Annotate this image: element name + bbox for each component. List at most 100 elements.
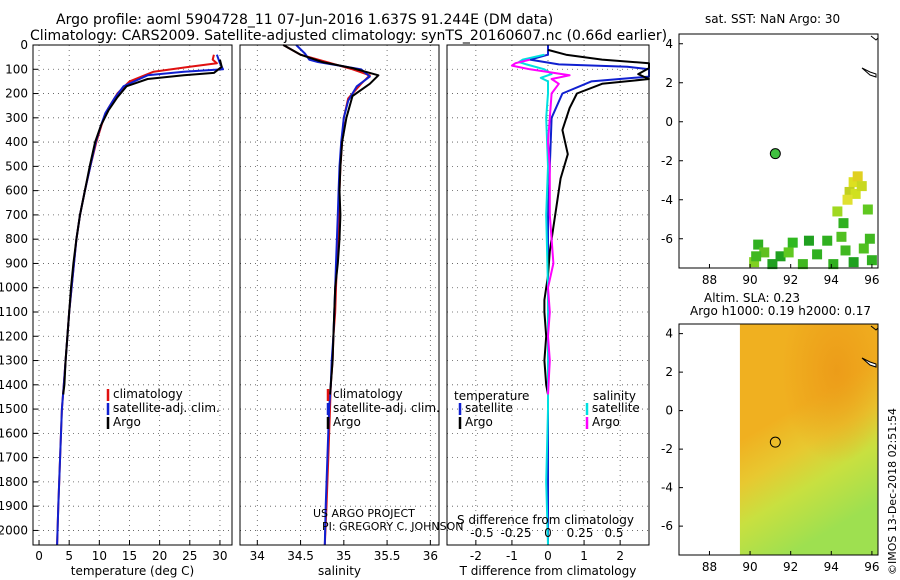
x-tick-label: 1: [580, 549, 588, 563]
sst-pixel: [783, 247, 794, 258]
panel-frame: [446, 44, 650, 546]
series-line-satellite-salinity-: [518, 53, 553, 546]
sla-map-subtitle: Argo h1000: 0.19 h2000: 0.17: [690, 304, 871, 318]
y-tick-label: 4: [665, 37, 673, 51]
x-tick-label: 94: [824, 560, 839, 574]
argo-float-marker: [769, 436, 781, 448]
y-tick-label: 2000: [0, 523, 28, 537]
y-tick-label: 1300: [0, 354, 28, 368]
sst-pixel: [787, 237, 798, 248]
top-tick-label: -0.5: [470, 526, 493, 540]
sst-pixel: [767, 259, 778, 270]
legend-title-salinity: salinity: [593, 389, 636, 403]
top-axis-label: S difference from climatology: [457, 513, 634, 527]
x-tick-label: 10: [92, 549, 107, 563]
y-tick-label: 200: [5, 87, 28, 101]
sst-pixel: [848, 177, 859, 188]
sst-pixel: [759, 247, 770, 258]
legend-label: Argo: [592, 415, 620, 429]
sst-pixel: [828, 259, 839, 270]
y-tick-label: 1000: [0, 281, 28, 295]
sla-map-title: Altim. SLA: 0.23: [704, 291, 801, 305]
x-tick-label: 88: [702, 560, 717, 574]
x-axis-label: T difference from climatology: [459, 564, 637, 578]
series-line-argo: [62, 59, 223, 395]
x-tick-label: -1: [506, 549, 518, 563]
sst-pixel: [812, 249, 823, 260]
y-tick-label: -6: [661, 232, 673, 246]
y-tick-label: -6: [661, 519, 673, 533]
y-tick-label: 300: [5, 111, 28, 125]
sst-pixel: [775, 251, 786, 262]
legend-label: satellite: [592, 401, 640, 415]
coastline: [870, 325, 879, 331]
x-tick-label: 35.5: [374, 549, 401, 563]
legend-label: climatology: [113, 387, 183, 401]
x-tick-label: 36: [423, 549, 438, 563]
sst-pixel: [797, 259, 808, 270]
sst-pixel: [751, 251, 762, 262]
x-tick-label: 92: [783, 273, 798, 287]
y-tick-label: 1500: [0, 402, 28, 416]
sst-pixel: [844, 186, 855, 197]
coastline: [861, 357, 877, 368]
project-credit-line2: PI: GREGORY C. JOHNSON: [322, 520, 463, 533]
series-line-argo-salinity-: [510, 58, 571, 395]
y-tick-label: 1200: [0, 329, 28, 343]
series-line-satellite-adj-clim-: [56, 54, 224, 546]
y-tick-label: 1400: [0, 378, 28, 392]
legend-label: Argo: [333, 415, 361, 429]
x-axis-label: temperature (deg C): [71, 564, 194, 578]
x-tick-label: 2: [616, 549, 624, 563]
panel-frame: [32, 44, 233, 546]
y-tick-label: 2: [665, 76, 673, 90]
y-tick-label: 1900: [0, 499, 28, 513]
y-tick-label: 2: [665, 365, 673, 379]
sst-map-title: sat. SST: NaN Argo: 30: [705, 12, 841, 26]
y-tick-label: 100: [5, 62, 28, 76]
sst-pixel: [838, 218, 849, 229]
sst-pixel: [852, 171, 863, 182]
y-tick-label: 1700: [0, 451, 28, 465]
y-tick-label: 0: [665, 115, 673, 129]
y-tick-label: 4: [665, 327, 673, 341]
title-line-2: Climatology: CARS2009. Satellite-adjuste…: [30, 28, 668, 44]
x-tick-label: 96: [864, 560, 879, 574]
coastline: [861, 67, 877, 78]
sst-pixel: [850, 188, 861, 199]
x-tick-label: 30: [212, 549, 227, 563]
y-tick-label: 900: [5, 256, 28, 270]
sst-pixel: [836, 231, 847, 242]
map-frame: [678, 323, 879, 556]
top-tick-label: 0.25: [567, 526, 594, 540]
legend-label: satellite-adj. clim.: [113, 401, 220, 415]
y-tick-label: 600: [5, 184, 28, 198]
project-credit-line1: US ARGO PROJECT: [313, 507, 415, 520]
series-line-argo-temperature-: [543, 48, 650, 395]
x-tick-label: 15: [122, 549, 137, 563]
y-tick-label: 800: [5, 232, 28, 246]
y-tick-label: 700: [5, 208, 28, 222]
y-tick-label: 1600: [0, 426, 28, 440]
sst-pixel: [864, 233, 875, 244]
x-tick-label: 90: [742, 273, 757, 287]
legend-label: Argo: [113, 415, 141, 429]
series-line-climatology: [56, 54, 218, 546]
sst-pixel: [842, 194, 853, 205]
top-tick-label: -0.25: [500, 526, 531, 540]
top-tick-label: 0.5: [604, 526, 623, 540]
x-tick-label: 34: [250, 549, 265, 563]
top-tick-label: 0: [544, 526, 552, 540]
legend-label: Argo: [465, 415, 493, 429]
x-tick-label: 25: [182, 549, 197, 563]
y-tick-label: 0: [20, 38, 28, 52]
legend-title-temperature: temperature: [454, 389, 529, 403]
y-tick-label: -4: [661, 193, 673, 207]
x-tick-label: 96: [864, 273, 879, 287]
y-tick-label: 400: [5, 135, 28, 149]
x-tick-label: 5: [65, 549, 73, 563]
x-tick-label: 88: [702, 273, 717, 287]
legend-label: climatology: [333, 387, 403, 401]
y-tick-label: -4: [661, 481, 673, 495]
